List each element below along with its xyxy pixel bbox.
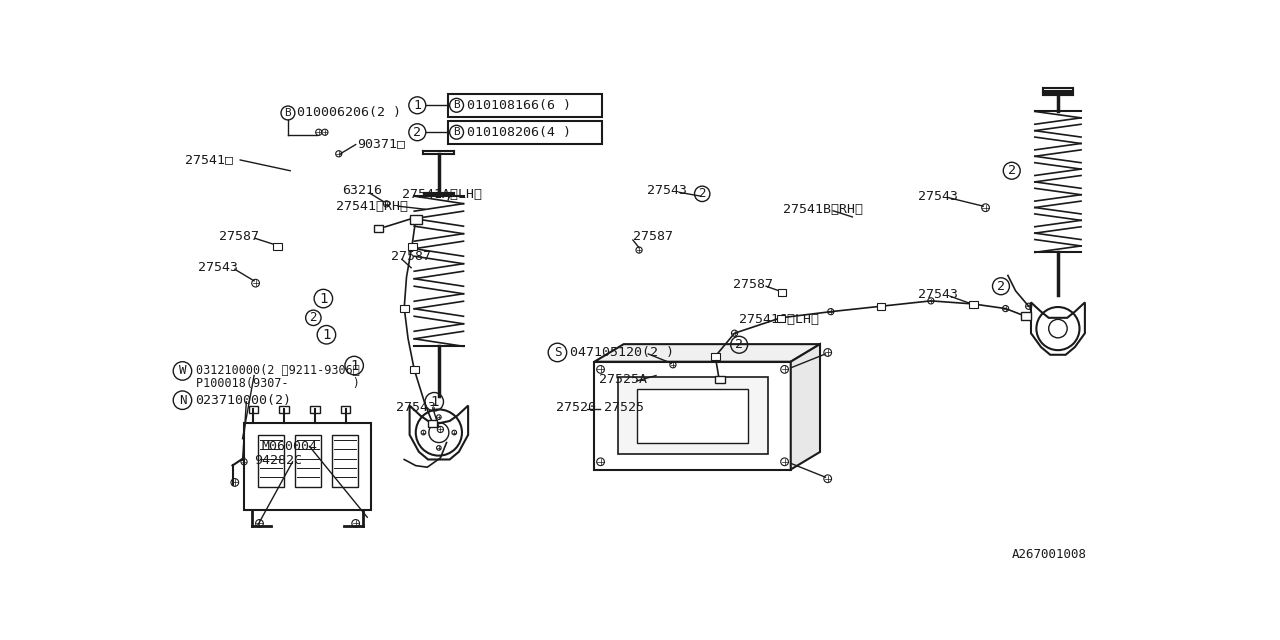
- Text: 27541B〈RH〉: 27541B〈RH〉: [783, 203, 863, 216]
- Bar: [410, 216, 422, 224]
- Text: 2: 2: [310, 311, 317, 324]
- Bar: [332, 435, 358, 487]
- Bar: [636, 388, 749, 442]
- Text: 27541□: 27541□: [184, 154, 233, 166]
- Bar: [294, 435, 321, 487]
- Text: 2: 2: [699, 188, 707, 200]
- Text: N: N: [179, 394, 186, 406]
- Text: 27541C〈LH〉: 27541C〈LH〉: [739, 313, 819, 326]
- Bar: [411, 366, 419, 373]
- Text: 27541〈RH〉: 27541〈RH〉: [337, 200, 408, 212]
- Text: 023710000(2): 023710000(2): [196, 394, 292, 406]
- Text: 27587: 27587: [632, 230, 673, 243]
- Bar: [279, 406, 289, 413]
- Bar: [617, 377, 768, 454]
- Text: 2: 2: [413, 125, 421, 139]
- Text: B: B: [284, 108, 292, 118]
- Text: 1: 1: [413, 99, 421, 112]
- Text: 27525: 27525: [604, 401, 644, 415]
- Text: 27543: 27543: [918, 189, 957, 203]
- Text: 047105120(2 ): 047105120(2 ): [570, 346, 673, 359]
- Bar: [428, 420, 438, 427]
- Bar: [777, 315, 786, 322]
- Bar: [448, 121, 602, 144]
- Bar: [448, 93, 602, 117]
- Text: 2: 2: [735, 339, 744, 351]
- Text: 2: 2: [997, 280, 1005, 292]
- Text: 27543: 27543: [396, 401, 435, 415]
- Polygon shape: [594, 344, 820, 362]
- Bar: [1021, 312, 1030, 320]
- Text: 031210000(2  9211-9306〉: 031210000(2 9211-9306〉: [196, 364, 360, 378]
- Text: 27543: 27543: [918, 288, 957, 301]
- Bar: [340, 406, 351, 413]
- Text: B: B: [453, 127, 460, 137]
- Text: 63216: 63216: [342, 184, 381, 197]
- Text: 27587: 27587: [392, 250, 431, 262]
- Polygon shape: [244, 423, 371, 509]
- Polygon shape: [1030, 303, 1085, 355]
- Polygon shape: [791, 344, 820, 470]
- Text: W: W: [179, 364, 186, 378]
- Text: A267001008: A267001008: [1012, 548, 1087, 561]
- Text: 27541A〈LH〉: 27541A〈LH〉: [402, 188, 481, 201]
- Text: 2: 2: [1007, 164, 1016, 177]
- Text: 010006206(2 ): 010006206(2 ): [297, 106, 401, 120]
- Text: 94282C: 94282C: [253, 454, 302, 467]
- Bar: [712, 353, 719, 360]
- Text: 27587: 27587: [733, 278, 773, 291]
- Text: 27543: 27543: [198, 261, 238, 275]
- Bar: [248, 406, 257, 413]
- Text: 1: 1: [323, 328, 330, 342]
- Bar: [274, 243, 282, 250]
- Text: 1: 1: [430, 395, 439, 409]
- Bar: [310, 406, 320, 413]
- Text: 27520: 27520: [556, 401, 596, 415]
- Text: M060004: M060004: [262, 440, 317, 453]
- Text: B: B: [453, 100, 460, 110]
- Text: P100018(9307-         ): P100018(9307- ): [196, 377, 360, 390]
- Text: 90371□: 90371□: [357, 138, 406, 150]
- Bar: [374, 225, 384, 232]
- Text: 27587: 27587: [219, 230, 259, 243]
- Text: 1: 1: [349, 358, 358, 372]
- Bar: [778, 289, 786, 296]
- Text: 010108166(6 ): 010108166(6 ): [467, 99, 571, 112]
- Text: 27525A: 27525A: [599, 373, 646, 386]
- Bar: [877, 303, 886, 310]
- Bar: [969, 301, 978, 308]
- Bar: [401, 305, 408, 312]
- Bar: [714, 376, 724, 383]
- Text: 1: 1: [319, 292, 328, 305]
- Text: S: S: [554, 346, 561, 359]
- Text: 27543: 27543: [646, 184, 687, 197]
- Text: 010108206(4 ): 010108206(4 ): [467, 125, 571, 139]
- Bar: [257, 435, 284, 487]
- Polygon shape: [410, 406, 468, 460]
- Polygon shape: [594, 362, 791, 470]
- Bar: [408, 243, 416, 250]
